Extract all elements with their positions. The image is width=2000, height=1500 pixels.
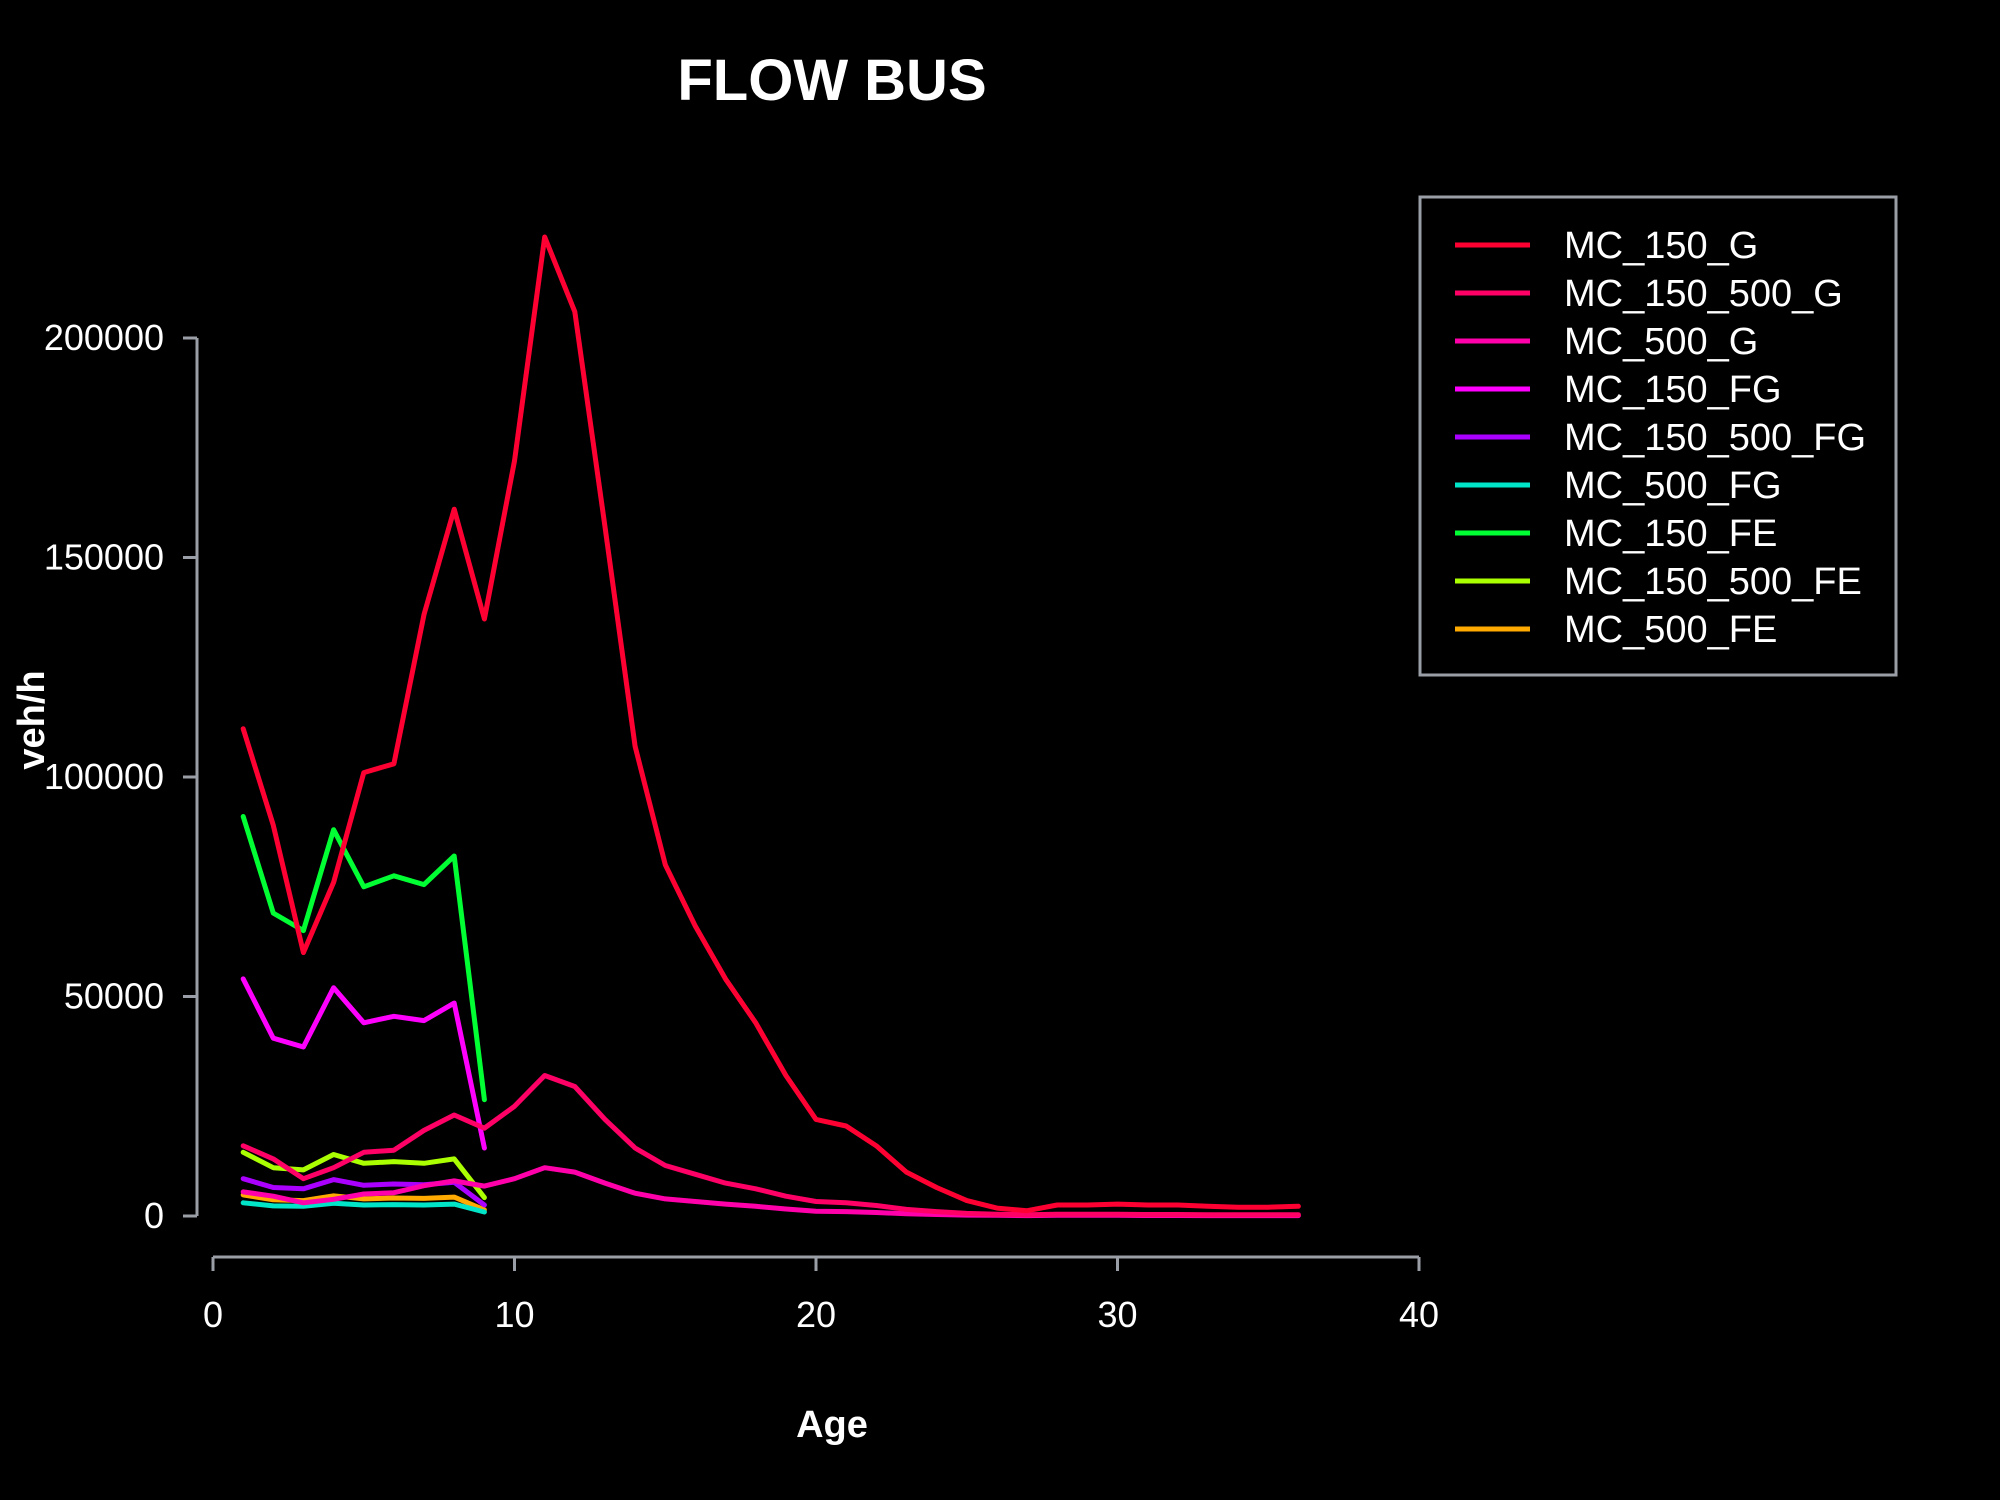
y-tick-label: 150000 (44, 537, 164, 578)
series-line-mc-500-fg (240, 1200, 487, 1215)
legend-item: MC_150_500_FE (1455, 561, 1862, 603)
series-line-mc-150-fg (240, 976, 487, 1151)
x-tick-label: 30 (1097, 1294, 1137, 1335)
legend-item: MC_500_FG (1455, 465, 1782, 507)
y-tick-label: 0 (144, 1195, 164, 1236)
x-axis-title: Age (796, 1404, 868, 1446)
y-tick-label: 200000 (44, 317, 164, 358)
legend: MC_150_G MC_150_500_G MC_500_G MC_150_FG MC_… (1418, 195, 1898, 677)
x-axis: 0 10 20 30 40 (203, 1255, 1439, 1335)
series-lines (240, 234, 1301, 1219)
legend-label: MC_150_FE (1564, 513, 1777, 555)
legend-item: MC_150_FE (1455, 513, 1777, 555)
legend-item: MC_150_500_G (1455, 273, 1843, 315)
series-line-mc-150-fe (240, 814, 487, 1103)
legend-item: MC_500_FE (1455, 609, 1777, 651)
legend-item: MC_150_FG (1455, 369, 1782, 411)
legend-item: MC_150_G (1455, 225, 1758, 267)
y-axis-title: veh/h (11, 670, 53, 769)
legend-item: MC_500_G (1455, 321, 1758, 363)
legend-label: MC_500_G (1564, 321, 1758, 363)
series-line-mc-150-g (240, 234, 1301, 1214)
y-tick-label: 50000 (64, 976, 164, 1017)
x-tick-label: 20 (796, 1294, 836, 1335)
legend-label: MC_150_FG (1564, 369, 1782, 411)
legend-label: MC_150_500_G (1564, 273, 1843, 315)
legend-label: MC_150_500_FE (1564, 561, 1862, 603)
x-tick-label: 0 (203, 1294, 223, 1335)
legend-label: MC_150_G (1564, 225, 1758, 267)
legend-label: MC_500_FE (1564, 609, 1777, 651)
legend-label: MC_150_500_FG (1564, 417, 1866, 459)
legend-items: MC_150_G MC_150_500_G MC_500_G MC_150_FG MC_… (1455, 225, 1866, 651)
chart-title: FLOW BUS (677, 48, 986, 113)
legend-label: MC_500_FG (1564, 465, 1782, 507)
x-tick-label: 10 (494, 1294, 534, 1335)
y-axis: 0 50000 100000 150000 200000 (44, 317, 199, 1236)
y-tick-label: 100000 (44, 756, 164, 797)
series-line-mc-150-500-g (240, 1073, 1301, 1218)
x-tick-label: 40 (1399, 1294, 1439, 1335)
legend-item: MC_150_500_FG (1455, 417, 1866, 459)
